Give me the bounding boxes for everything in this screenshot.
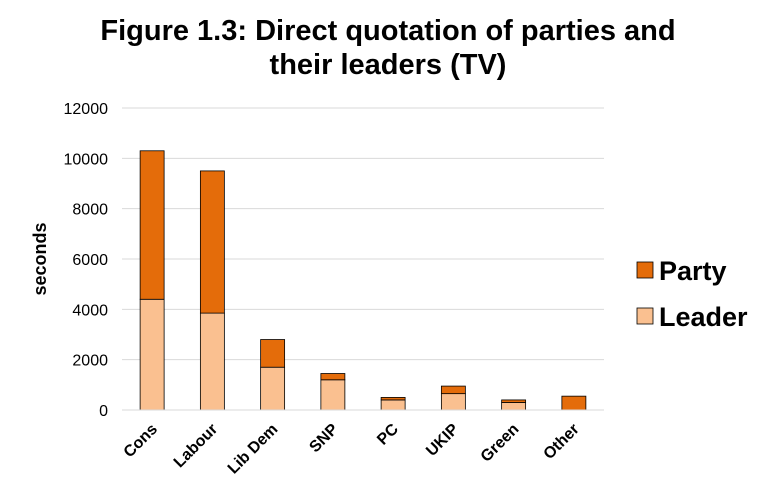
y-axis-ticks: 0 2000 4000 6000 8000 10000 12000 — [64, 101, 109, 420]
y-tick-label-6000: 6000 — [72, 252, 108, 269]
x-tick-label-green: Green — [478, 421, 523, 466]
bar-lib-dem-leader — [260, 366, 286, 411]
y-tick-label-4000: 4000 — [72, 302, 108, 319]
legend-label-party: Party — [659, 256, 727, 286]
y-axis-label: seconds — [30, 222, 50, 295]
chart-title-line-1: Figure 1.3: Direct quotation of parties … — [100, 15, 676, 47]
bar-green-leader — [501, 402, 527, 411]
bar-lib-dem-party — [260, 339, 286, 368]
bar-labour-leader — [199, 312, 225, 411]
x-tick-label-other: Other — [541, 421, 583, 463]
gridlines — [122, 107, 604, 361]
bar-ukip-leader — [440, 393, 466, 411]
y-tick-label-8000: 8000 — [72, 202, 108, 219]
bar-snp-leader — [320, 379, 346, 411]
y-tick-label-0: 0 — [99, 403, 108, 420]
bar-other-party — [561, 395, 587, 411]
bar-cons-leader — [139, 298, 165, 411]
legend: Party Leader — [636, 256, 748, 332]
bar-pc-leader — [380, 399, 406, 411]
legend-swatch-leader — [636, 307, 654, 325]
x-tick-label-labour: Labour — [171, 421, 221, 471]
bar-ukip-party — [440, 385, 466, 395]
x-tick-label-pc: PC — [374, 420, 402, 448]
y-tick-label-10000: 10000 — [64, 151, 109, 168]
x-axis-ticks: Cons Labour Lib Dem SNP PC UKIP Green Other — [121, 420, 583, 477]
chart-title: Figure 1.3: Direct quotation of parties … — [0, 14, 776, 82]
x-tick-label-cons: Cons — [121, 421, 161, 461]
x-tick-label-snp: SNP — [306, 421, 342, 457]
bar-green-party — [501, 399, 527, 403]
x-tick-label-ukip: UKIP — [423, 421, 462, 460]
chart-title-line-2: their leaders (TV) — [269, 49, 507, 81]
bar-cons-party — [139, 150, 165, 300]
legend-swatch-party — [636, 261, 654, 279]
y-tick-label-2000: 2000 — [72, 353, 108, 370]
bars — [139, 150, 587, 411]
y-tick-label-12000: 12000 — [64, 101, 109, 118]
x-tick-label-lib-dem: Lib Dem — [225, 421, 282, 478]
legend-label-leader: Leader — [659, 302, 748, 332]
bar-labour-party — [199, 170, 225, 314]
bar-snp-party — [320, 373, 346, 381]
bar-pc-party — [380, 397, 406, 401]
